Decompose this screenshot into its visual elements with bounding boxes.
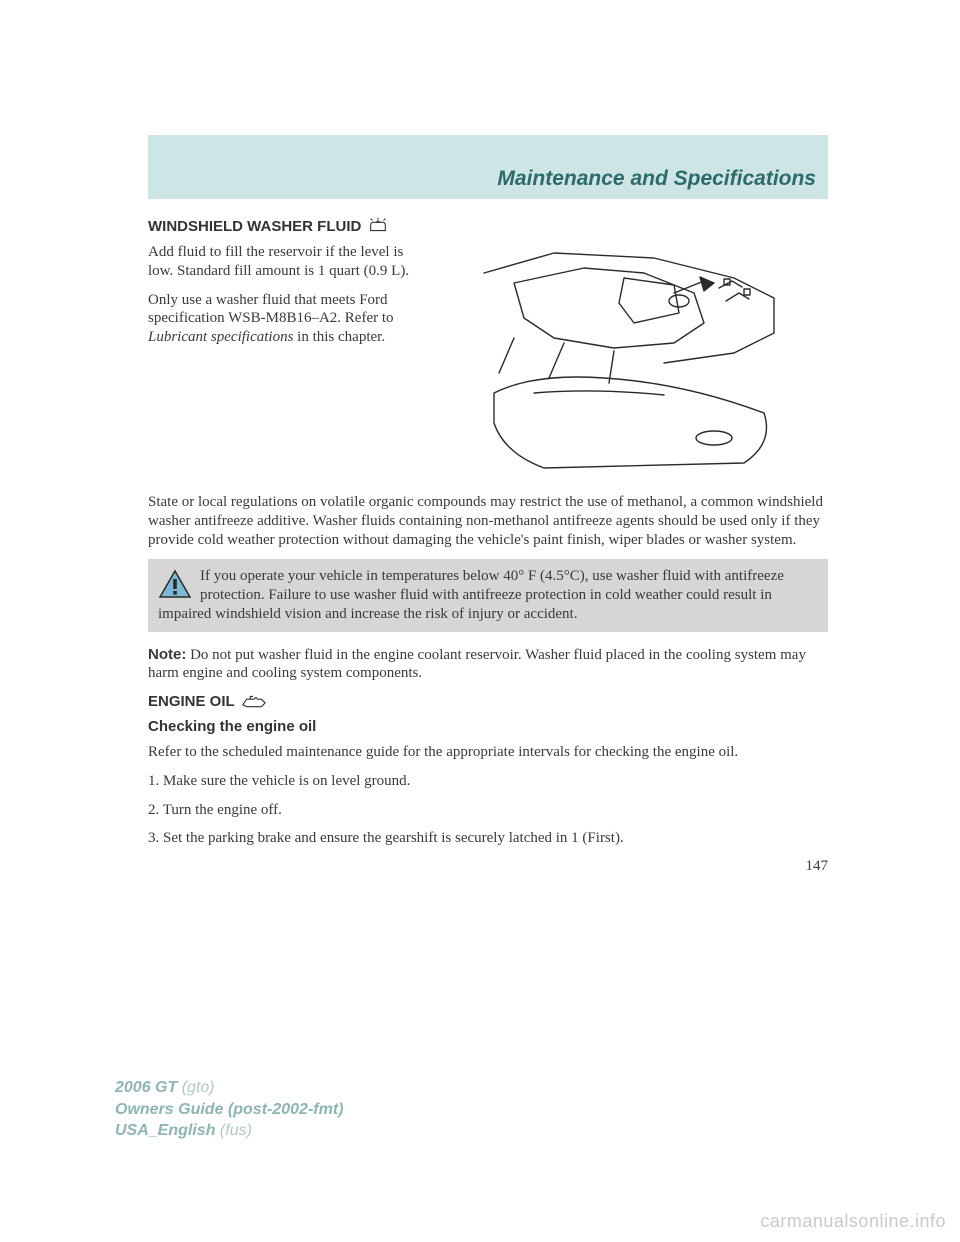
washer-para-2a: Only use a washer fluid that meets Ford … (148, 292, 394, 327)
oil-step-3: 3. Set the parking brake and ensure the … (148, 829, 828, 848)
warning-text: If you operate your vehicle in temperatu… (158, 568, 784, 622)
footer-line-1: 2006 GT (gto) (115, 1077, 343, 1099)
washer-illustration-column (440, 243, 828, 483)
note-text: Do not put washer fluid in the engine co… (148, 647, 806, 682)
header-title: Maintenance and Specifications (497, 167, 816, 191)
footer-model: 2006 GT (115, 1079, 177, 1096)
oil-can-icon (241, 695, 267, 709)
note-label: Note: (148, 646, 186, 663)
footer-lang: USA_English (115, 1122, 215, 1139)
footer-line-3: USA_English (fus) (115, 1120, 343, 1142)
footer-lang-code: (fus) (220, 1122, 252, 1139)
engine-bay-illustration (474, 243, 794, 483)
washer-para-2-italic: Lubricant specifications (148, 329, 293, 345)
windshield-heading-text: WINDSHIELD WASHER FLUID (148, 218, 361, 235)
washer-para-2b: in this chapter. (293, 329, 385, 345)
oil-step-2: 2. Turn the engine off. (148, 801, 828, 820)
page-number: 147 (148, 858, 828, 875)
warning-triangle-icon (158, 569, 192, 599)
page-content: Maintenance and Specifications WINDSHIEL… (0, 0, 960, 875)
section-heading-washer: WINDSHIELD WASHER FLUID (148, 217, 828, 235)
washer-fluid-icon (367, 217, 389, 235)
watermark: carmanualsonline.info (760, 1211, 946, 1232)
footer-model-code: (gto) (182, 1079, 215, 1096)
oil-step-1: 1. Make sure the vehicle is on level gro… (148, 772, 828, 791)
washer-text-column: Add fluid to fill the reservoir if the l… (148, 243, 428, 483)
note-paragraph: Note: Do not put washer fluid in the eng… (148, 646, 828, 684)
header-banner: Maintenance and Specifications (148, 135, 828, 199)
warning-box: If you operate your vehicle in temperatu… (148, 559, 828, 631)
washer-para-3: State or local regulations on volatile o… (148, 493, 828, 549)
footer-block: 2006 GT (gto) Owners Guide (post-2002-fm… (115, 1077, 343, 1142)
washer-two-column: Add fluid to fill the reservoir if the l… (148, 243, 828, 483)
section-heading-oil: ENGINE OIL (148, 693, 828, 710)
washer-para-2: Only use a washer fluid that meets Ford … (148, 291, 428, 347)
footer-line-2: Owners Guide (post-2002-fmt) (115, 1099, 343, 1121)
washer-para-1: Add fluid to fill the reservoir if the l… (148, 243, 428, 281)
engine-oil-heading-text: ENGINE OIL (148, 693, 235, 710)
oil-para-1: Refer to the scheduled maintenance guide… (148, 743, 828, 762)
checking-oil-subheading: Checking the engine oil (148, 718, 828, 735)
